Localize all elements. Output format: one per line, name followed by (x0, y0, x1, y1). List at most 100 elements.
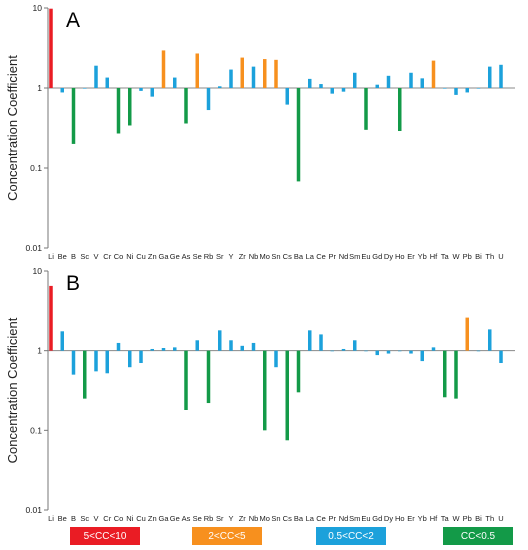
category-label: Cu (136, 514, 146, 523)
category-label: Rb (204, 514, 214, 523)
bar-w (454, 88, 458, 95)
category-label: Y (228, 252, 233, 261)
bar-b (71, 88, 76, 144)
category-label: Hf (430, 252, 438, 261)
bar-dy (386, 75, 391, 88)
category-label: Sm (349, 514, 360, 523)
category-label: Be (58, 514, 67, 523)
y-tick-label: 0.01 (25, 505, 42, 515)
category-label: Cs (283, 514, 292, 523)
bar-hf (431, 347, 436, 351)
bar-yb (420, 350, 424, 362)
bar-cu (139, 350, 143, 364)
bar-co (116, 88, 121, 134)
bar-sn (274, 350, 278, 368)
category-label: Zr (239, 252, 247, 261)
category-label: Ni (126, 514, 133, 523)
bar-bi (476, 350, 481, 352)
category-label: Ce (316, 514, 326, 523)
bar-er (409, 350, 413, 354)
bar-cs (285, 88, 289, 105)
bar-sm (353, 72, 357, 88)
panel-a: 0.01 0.1 1 10 Concentration Coefficient A Li Be… (5, 3, 515, 261)
category-label: Sr (216, 252, 224, 261)
bar-b (71, 350, 76, 375)
bar-cr (105, 77, 109, 88)
bar-cu (139, 88, 143, 91)
category-label: Be (58, 252, 67, 261)
bar-zn (150, 348, 154, 351)
category-label: Zr (239, 514, 247, 523)
bar-rb (206, 88, 211, 111)
bar-cr (105, 350, 109, 374)
bar-bi (476, 88, 481, 89)
bar-ga (161, 348, 166, 351)
bar-as (184, 350, 188, 410)
bar-se (195, 340, 199, 351)
bar-ge (173, 77, 177, 88)
category-label: Ho (395, 252, 405, 261)
category-label: La (306, 514, 315, 523)
bar-gd (375, 350, 379, 356)
category-label: Ga (158, 514, 169, 523)
category-label: Sn (271, 514, 280, 523)
bar-mo (263, 59, 267, 88)
bar-nb (251, 342, 256, 351)
category-label: Yb (418, 514, 427, 523)
category-label: Nb (249, 514, 259, 523)
category-label: Eu (361, 252, 370, 261)
bar-mo (263, 350, 267, 431)
panel-b: 0.01 0.1 1 10 Concentration Coefficient B Li Be… (5, 266, 515, 523)
y-tick-label: 1 (37, 83, 42, 93)
bar-yb (420, 78, 424, 88)
bar-eu (364, 350, 368, 352)
bar-nb (251, 66, 256, 88)
bar-sn (274, 59, 278, 88)
bar-li (49, 8, 53, 89)
category-label: Ni (126, 252, 133, 261)
bar-pr (330, 88, 334, 94)
category-label: Ge (170, 514, 180, 523)
category-label: Mo (260, 252, 270, 261)
bar-se (195, 53, 199, 88)
legend-item: 2<CC<5 (192, 527, 262, 545)
category-label: Dy (384, 514, 393, 523)
category-label: Cs (283, 252, 292, 261)
bar-y (229, 340, 233, 351)
category-label: Bi (475, 252, 482, 261)
category-label: Y (228, 514, 233, 523)
category-label: Sc (80, 514, 89, 523)
category-label: W (452, 514, 460, 523)
category-label: Ge (170, 252, 180, 261)
bar-ta (443, 88, 447, 89)
category-label: Zn (148, 252, 157, 261)
bar-hf (431, 60, 436, 88)
category-label: B (71, 514, 76, 523)
bar-ni (128, 88, 132, 126)
category-label: Ta (441, 514, 450, 523)
bar-nd (341, 88, 346, 92)
bar-sr (218, 330, 222, 351)
bar-er (409, 72, 413, 88)
category-label: Rb (204, 252, 214, 261)
category-label: Yb (418, 252, 427, 261)
category-label: Ba (294, 514, 304, 523)
bar-rb (206, 350, 211, 404)
legend-item: 0.5<CC<2 (316, 527, 386, 545)
panel-label: B (66, 272, 80, 295)
category-label: Th (485, 252, 494, 261)
bar-zn (150, 88, 154, 97)
category-label: Ba (294, 252, 304, 261)
bar-ba (296, 350, 301, 393)
category-label: La (306, 252, 315, 261)
bar-th (488, 66, 492, 88)
bar-w (454, 350, 458, 399)
category-label: Th (485, 514, 494, 523)
bar-ge (173, 347, 177, 351)
category-label: Pr (329, 252, 337, 261)
y-tick-label: 0.01 (25, 243, 42, 253)
category-label: U (498, 252, 503, 261)
category-label: Ce (316, 252, 326, 261)
bar-la (308, 78, 312, 88)
category-label: B (71, 252, 76, 261)
